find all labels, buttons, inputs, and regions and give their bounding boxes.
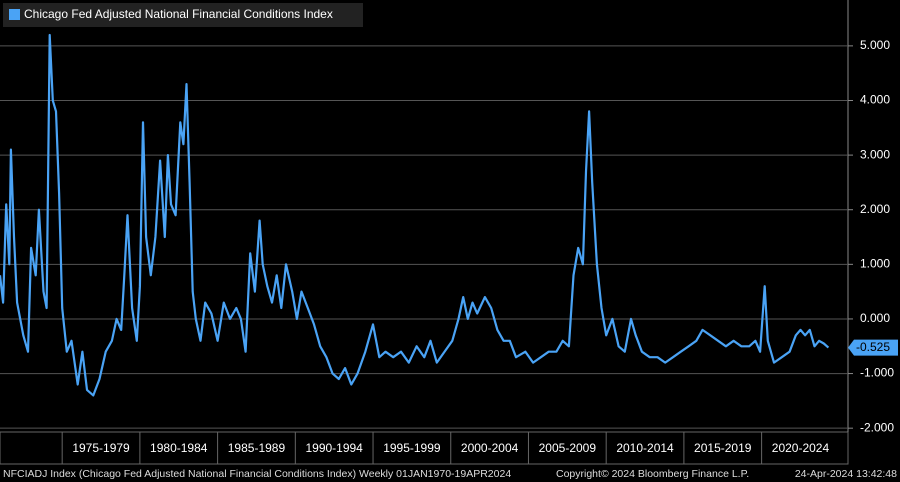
last-value-tag [848,339,898,356]
footer-right: 24-Apr-2024 13:42:48 [795,468,897,480]
y-tick-label: 0.000 [860,311,890,325]
x-tick-label: 1995-1999 [383,441,441,455]
x-tick-label: 1975-1979 [72,441,130,455]
legend-swatch [9,9,20,20]
x-tick-label: 2005-2009 [539,441,597,455]
y-tick-label: 2.000 [860,202,890,216]
x-axis-band [0,431,849,465]
last-value-label: -0.525 [856,340,890,354]
legend-label: Chicago Fed Adjusted National Financial … [24,7,333,21]
y-tick-label: -2.000 [860,420,894,434]
y-tick-label: -1.000 [860,366,894,380]
y-tick-label: 5.000 [860,38,890,52]
x-tick-label: 2000-2004 [461,441,519,455]
y-tick-label: 1.000 [860,257,890,271]
y-tick-label: 3.000 [860,147,890,161]
x-tick-label: 2010-2014 [616,441,674,455]
x-tick-label: 1985-1989 [228,441,286,455]
series-line [0,33,830,397]
x-tick-label: 2020-2024 [772,441,830,455]
x-tick-label: 1990-1994 [305,441,363,455]
x-tick-label: 1980-1984 [150,441,208,455]
legend-box [3,3,363,27]
footer-mid: Copyright© 2024 Bloomberg Finance L.P. [556,468,749,480]
x-tick-label: 2015-2019 [694,441,752,455]
footer-left: NFCIADJ Index (Chicago Fed Adjusted Nati… [3,468,511,480]
y-tick-label: 4.000 [860,93,890,107]
